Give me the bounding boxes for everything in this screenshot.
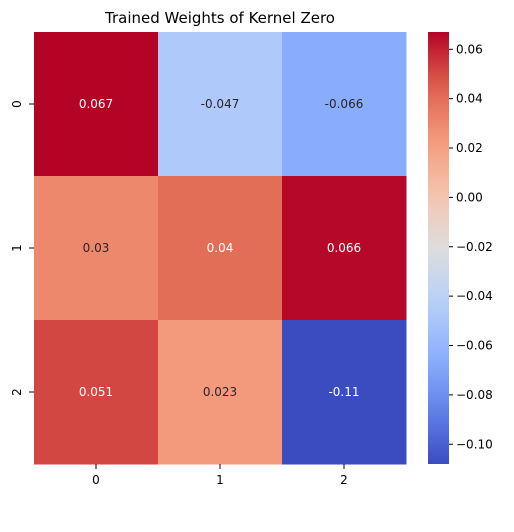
heatmap-cell-r0-c1 xyxy=(158,32,283,177)
heatmap-cell-r2-c2 xyxy=(282,320,407,465)
y-tick-label-0: 0 xyxy=(10,100,24,108)
colorbar-tick-label-5: −0.04 xyxy=(456,289,493,303)
x-tick-label-1: 1 xyxy=(216,473,224,487)
colorbar-tick-label-2: 0.02 xyxy=(456,141,483,155)
cell-value-label-r0-c2: -0.066 xyxy=(325,97,364,111)
heatmap-cell-r0-c0 xyxy=(34,32,159,177)
heatmap-cell-r2-c1 xyxy=(158,320,283,465)
colorbar-tick-label-4: −0.02 xyxy=(456,240,493,254)
colorbar-tick-label-0: 0.06 xyxy=(456,42,483,56)
cell-value-label-r0-c1: -0.047 xyxy=(201,97,240,111)
cell-value-label-r1-c2: 0.066 xyxy=(327,241,361,255)
x-axis: 0 1 2 xyxy=(92,464,348,487)
colorbar-tick-label-8: −0.10 xyxy=(456,437,493,451)
colorbar-bar xyxy=(428,32,449,464)
x-tick-label-0: 0 xyxy=(92,473,100,487)
cell-value-label-r2-c1: 0.023 xyxy=(203,385,237,399)
heatmap-cell-r2-c0 xyxy=(34,320,159,465)
colorbar-tick-label-3: 0.00 xyxy=(456,190,483,204)
colorbar-tick-label-6: −0.06 xyxy=(456,339,493,353)
cell-value-label-r2-c0: 0.051 xyxy=(79,385,113,399)
heatmap-cell-r1-c1 xyxy=(158,176,283,321)
heatmap-cell-r1-c2 xyxy=(282,176,407,321)
heatmap-cells xyxy=(34,32,407,465)
y-axis: 0 1 2 xyxy=(10,100,34,396)
y-tick-label-2: 2 xyxy=(10,388,24,396)
heatmap-cell-r1-c0 xyxy=(34,176,159,321)
colorbar-tick-label-7: −0.08 xyxy=(456,388,493,402)
colorbar: 0.06 0.04 0.02 0.00 −0.02 −0.04 −0.06 −0.08 −0.1… xyxy=(428,32,493,464)
cell-value-label-r1-c1: 0.04 xyxy=(207,241,234,255)
heatmap-cell-labels: 0.067 -0.047 -0.066 0.03 0.04 0.066 0.051 0.023… xyxy=(79,97,364,399)
x-tick-label-2: 2 xyxy=(340,473,348,487)
chart-title: Trained Weights of Kernel Zero xyxy=(104,9,335,27)
cell-value-label-r0-c0: 0.067 xyxy=(79,97,113,111)
colorbar-tick-label-1: 0.04 xyxy=(456,92,483,106)
cell-value-label-r2-c2: -0.11 xyxy=(328,385,359,399)
cell-value-label-r1-c0: 0.03 xyxy=(83,241,110,255)
heatmap-cell-r0-c2 xyxy=(282,32,407,177)
y-tick-label-1: 1 xyxy=(10,244,24,252)
